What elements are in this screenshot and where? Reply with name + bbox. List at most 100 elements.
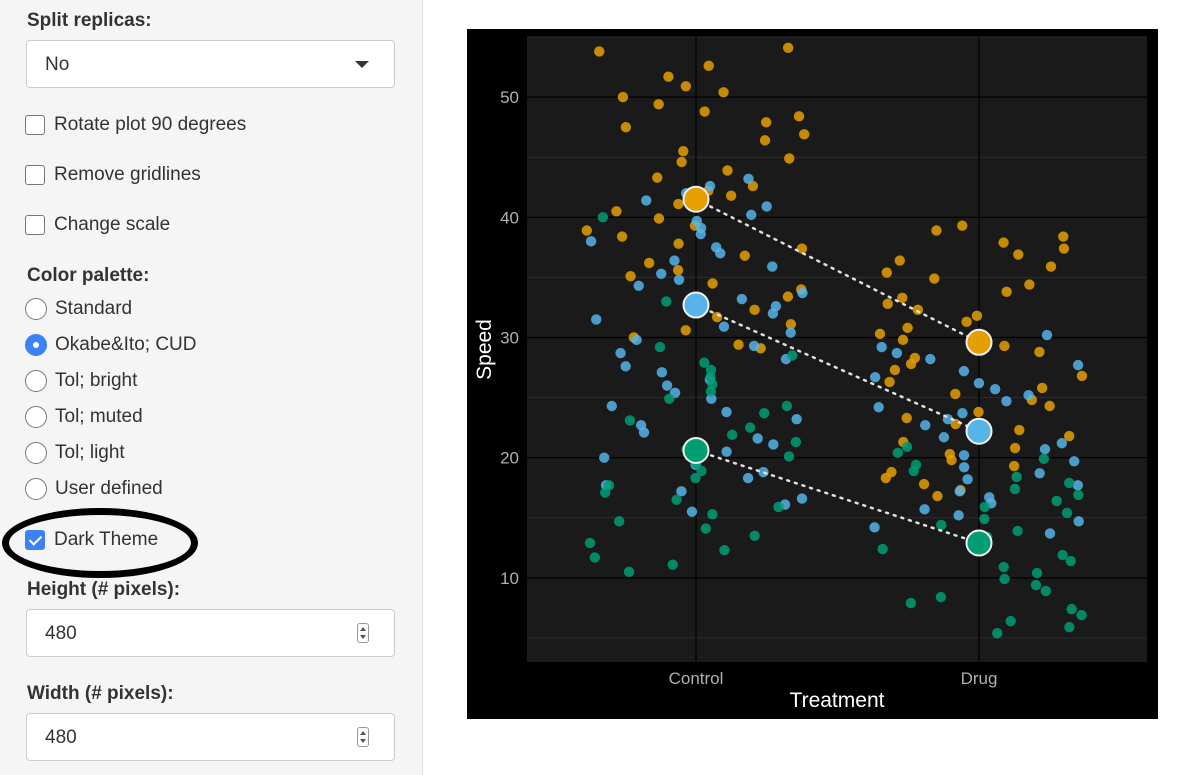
data-point <box>718 321 730 332</box>
change-scale-box[interactable] <box>25 215 45 235</box>
split-replicas-select[interactable]: No <box>26 40 395 88</box>
data-point <box>1073 516 1084 527</box>
width-input[interactable]: 480 <box>26 713 395 761</box>
data-point <box>633 280 644 291</box>
data-point <box>962 474 973 485</box>
data-point <box>1011 471 1022 483</box>
palette-radio-standard[interactable] <box>25 298 47 320</box>
palette-radio-tol-light[interactable] <box>25 442 47 464</box>
data-point <box>652 172 663 183</box>
y-tick-label: 40 <box>500 208 519 227</box>
data-point <box>746 209 757 221</box>
dark-theme-box[interactable] <box>25 530 45 550</box>
height-input[interactable]: 480 <box>26 609 395 657</box>
dark-theme-checkbox[interactable]: Dark Theme <box>25 527 158 553</box>
data-point <box>891 347 903 359</box>
data-point <box>971 310 983 322</box>
data-point <box>905 358 917 370</box>
data-point <box>882 298 893 310</box>
palette-option-label: Tol; bright <box>55 370 138 391</box>
data-point <box>686 506 698 517</box>
split-replicas-value: No <box>45 54 70 75</box>
rotate-plot-box[interactable] <box>25 115 45 135</box>
caret-down-icon <box>355 61 369 68</box>
change-scale-checkbox[interactable]: Change scale <box>25 212 170 238</box>
split-replicas-label: Split replicas: <box>27 10 152 31</box>
data-point <box>1041 329 1053 341</box>
data-point <box>643 257 655 269</box>
data-point <box>790 436 802 448</box>
data-point <box>791 414 802 425</box>
remove-gridlines-checkbox[interactable]: Remove gridlines <box>25 162 201 188</box>
data-point <box>1014 424 1025 436</box>
palette-option-okabe-ito[interactable]: Okabe&Ito; CUD <box>25 332 197 358</box>
data-point <box>999 340 1010 352</box>
data-points <box>581 42 1088 639</box>
palette-option-tol-muted[interactable]: Tol; muted <box>25 404 143 430</box>
rotate-plot-label: Rotate plot 90 degrees <box>54 114 247 135</box>
data-point <box>671 494 682 505</box>
data-point <box>929 273 940 284</box>
palette-radio-user-defined[interactable] <box>25 478 47 500</box>
replica-mean-links <box>694 198 981 545</box>
replica-link-line <box>694 303 981 433</box>
data-point <box>782 291 794 302</box>
data-point <box>950 388 961 400</box>
data-point <box>938 432 950 443</box>
width-spinner-icon[interactable] <box>357 727 369 747</box>
palette-radio-tol-muted[interactable] <box>25 406 47 428</box>
data-point <box>759 408 770 419</box>
gridlines <box>527 36 1147 662</box>
palette-radio-tol-bright[interactable] <box>25 370 47 392</box>
data-point <box>615 347 626 359</box>
data-point <box>918 478 930 490</box>
data-point <box>699 106 710 117</box>
data-point <box>961 316 972 328</box>
data-point <box>673 274 685 285</box>
data-point <box>654 341 666 353</box>
palette-option-standard[interactable]: Standard <box>25 296 132 322</box>
data-point <box>695 228 706 240</box>
data-point <box>656 268 667 279</box>
data-point <box>715 248 726 259</box>
data-point <box>673 238 684 249</box>
data-point <box>1023 389 1034 401</box>
data-point <box>869 371 881 383</box>
data-point <box>611 206 622 217</box>
data-point <box>781 400 793 412</box>
data-point <box>954 486 965 497</box>
data-point <box>1034 346 1045 358</box>
data-point <box>958 365 970 377</box>
data-point <box>743 173 754 185</box>
height-spinner-icon[interactable] <box>357 623 369 643</box>
data-point <box>584 537 596 549</box>
data-point <box>1058 243 1070 254</box>
data-point <box>1001 395 1012 407</box>
palette-radio-okabe-ito[interactable] <box>25 334 47 356</box>
data-point <box>957 408 968 419</box>
rotate-plot-checkbox[interactable]: Rotate plot 90 degrees <box>25 112 246 138</box>
data-point <box>759 135 771 146</box>
data-point <box>999 573 1010 585</box>
data-point <box>661 380 673 391</box>
palette-option-tol-light[interactable]: Tol; light <box>25 440 125 466</box>
remove-gridlines-label: Remove gridlines <box>54 164 201 185</box>
data-point <box>979 501 990 513</box>
data-point <box>897 292 908 304</box>
y-axis-label: Speed <box>473 319 496 380</box>
data-point <box>620 121 632 133</box>
data-point <box>680 325 691 336</box>
data-point <box>752 433 763 444</box>
data-point <box>884 376 895 388</box>
palette-option-user-defined[interactable]: User defined <box>25 476 163 502</box>
remove-gridlines-box[interactable] <box>25 165 45 185</box>
width-value: 480 <box>45 727 77 748</box>
data-point <box>973 406 984 418</box>
data-point <box>733 339 744 350</box>
data-point <box>680 81 692 92</box>
data-point <box>624 415 636 426</box>
data-point <box>1069 456 1080 467</box>
data-point <box>992 627 1003 639</box>
palette-option-tol-bright[interactable]: Tol; bright <box>25 368 137 394</box>
data-point <box>719 545 730 556</box>
